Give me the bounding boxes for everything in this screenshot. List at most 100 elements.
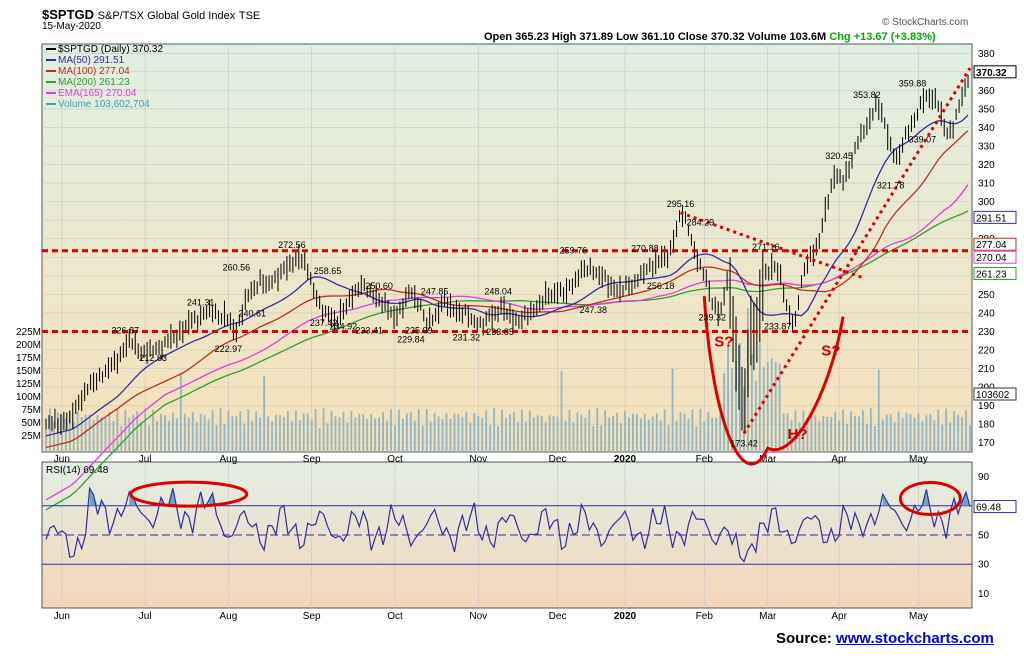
volume-bar: [322, 408, 325, 452]
volume-bar: [937, 409, 940, 452]
volume-bar: [814, 415, 817, 452]
volume-bar: [382, 412, 384, 452]
volume-bar: [49, 408, 51, 452]
volume-bar: [362, 414, 365, 452]
price-value-label: 240.61: [238, 309, 266, 319]
price-value-label: 239.32: [698, 312, 726, 322]
volume-bar: [818, 420, 821, 452]
volume-bar: [398, 409, 400, 452]
volume-bar: [120, 425, 123, 452]
chart-title: $SPTGD S&P/TSX Global Gold Index TSE: [42, 7, 261, 22]
x-tick-label-bottom: Jun: [54, 611, 70, 622]
value-flag-box: [973, 267, 1017, 281]
price-value-label: 235.09: [405, 325, 433, 335]
volume-bar: [405, 413, 408, 452]
volume-bar: [449, 418, 452, 452]
volume-tick-label: 175M: [16, 353, 41, 364]
volume-bar: [715, 417, 718, 452]
volume-bar: [957, 415, 960, 452]
rsi-line: [45, 486, 971, 563]
value-flag-box: [973, 65, 1017, 79]
volume-bar: [370, 414, 373, 452]
volume-bar: [489, 424, 492, 452]
volume-bar: [92, 420, 95, 452]
volume-bar: [838, 420, 841, 452]
volume-bar: [517, 421, 519, 452]
volume-bar: [513, 412, 515, 452]
x-tick-label-bottom: 2020: [614, 611, 637, 622]
volume-bar: [802, 410, 805, 452]
x-tick-label-bottom: Nov: [469, 611, 487, 622]
volume-bar: [425, 409, 428, 452]
volume-bar: [287, 411, 289, 452]
volume-bar: [251, 421, 254, 452]
price-value-label: 272.56: [278, 240, 306, 250]
volume-bar: [402, 418, 404, 452]
volume-bar: [112, 420, 115, 452]
volume-bar: [750, 353, 753, 452]
volume-bar: [568, 409, 571, 452]
volume-bar: [695, 426, 698, 452]
volume-bar: [342, 411, 345, 452]
source-link[interactable]: www.stockcharts.com: [836, 630, 994, 647]
volume-bar: [164, 415, 166, 452]
volume-bar: [901, 418, 904, 452]
volume-bar: [409, 412, 412, 452]
volume-bar: [195, 422, 198, 452]
x-tick-label: Dec: [549, 454, 567, 465]
price-value-label: 222.97: [215, 344, 243, 354]
volume-bar: [540, 415, 543, 452]
price-value-label: 241.31: [187, 297, 215, 307]
y-tick-label: 250: [978, 290, 995, 301]
volume-bar: [786, 413, 789, 452]
volume-bar: [354, 417, 357, 452]
volume-bar: [275, 414, 277, 452]
volume-bar: [497, 426, 499, 452]
change-readout: Chg +13.67 (+3.83%): [829, 31, 936, 43]
volume-bar: [378, 417, 381, 452]
volume-bar: [279, 414, 281, 452]
volume-bar: [929, 414, 932, 452]
volume-bar: [445, 413, 448, 452]
volume-bar: [528, 410, 531, 452]
x-tick-label: Aug: [220, 454, 238, 465]
x-tick-label: 2020: [614, 454, 637, 465]
ma-value-flag: 270.04: [976, 253, 1007, 264]
volume-bar: [183, 413, 186, 452]
volume-bar: [576, 412, 579, 452]
volume-bar: [203, 414, 206, 452]
brand-label: © StockCharts.com: [882, 17, 969, 28]
price-value-label: 353.82: [853, 90, 881, 100]
volume-bar: [330, 411, 333, 452]
y-tick-label: 240: [978, 308, 995, 319]
y-tick-label: 340: [978, 123, 995, 134]
volume-bar: [310, 419, 313, 452]
volume-bar: [334, 416, 337, 452]
volume-bar: [711, 417, 714, 452]
value-flag-box: [973, 250, 1017, 264]
volume-bar: [858, 416, 860, 452]
legend-entry: EMA(165) 270.04: [58, 88, 137, 99]
head-shoulders-curve: [702, 296, 845, 466]
volume-bar: [207, 419, 210, 452]
volume-bar: [156, 420, 158, 452]
x-tick-label: Feb: [696, 454, 714, 465]
volume-bar: [822, 415, 825, 452]
price-value-label: 271.16: [752, 242, 780, 252]
volume-bar: [53, 421, 55, 452]
volume-bar: [778, 363, 781, 452]
volume-bar: [596, 408, 599, 452]
volume-bar: [604, 410, 607, 452]
volume-tick-label: 100M: [16, 392, 41, 403]
x-tick-label: Oct: [387, 454, 403, 465]
price-value-label: 250.60: [365, 281, 393, 291]
volume-bar: [417, 408, 420, 452]
legend-entry: MA(100) 277.04: [58, 66, 130, 77]
volume-bar: [556, 416, 559, 452]
x-tick-label: Jun: [54, 454, 70, 465]
volume-bar: [885, 414, 888, 452]
volume-bar: [453, 413, 456, 452]
volume-bar: [624, 411, 626, 452]
volume-bar: [628, 417, 630, 452]
volume-tick-label: 50M: [22, 418, 41, 429]
